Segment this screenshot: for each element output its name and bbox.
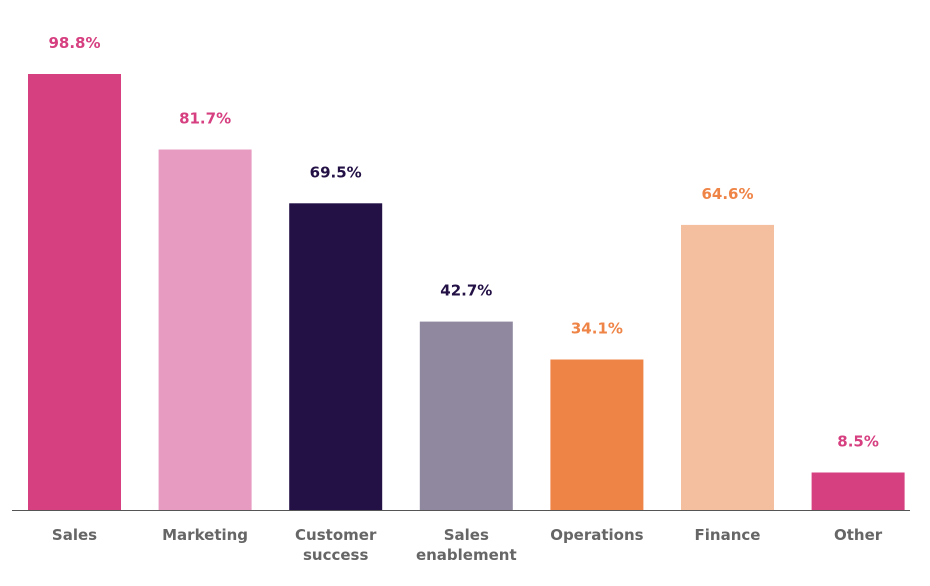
category-label-3-line-1: enablement xyxy=(416,546,517,564)
bar-3 xyxy=(419,321,513,510)
value-label-1: 81.7% xyxy=(179,110,231,128)
category-label-2-line-1: success xyxy=(303,546,368,564)
value-label-5: 64.6% xyxy=(701,185,753,203)
bar-4 xyxy=(550,359,644,510)
value-labels-group: 98.8% 81.7% 69.5% 42.7% 34.1% 64.6% 8.5% xyxy=(48,34,878,451)
value-label-6: 8.5% xyxy=(837,433,879,451)
category-label-1: Marketing xyxy=(162,526,248,544)
category-label-6: Other xyxy=(834,526,883,544)
category-label-0: Sales xyxy=(52,526,97,544)
bars-group xyxy=(28,74,905,511)
value-label-2: 69.5% xyxy=(310,163,362,181)
category-labels-group: Sales Marketing Customer success Sales enable… xyxy=(52,526,883,564)
bar-1 xyxy=(158,149,252,510)
bar-5 xyxy=(681,224,774,510)
value-label-0: 98.8% xyxy=(48,34,100,52)
value-label-3: 42.7% xyxy=(440,282,492,300)
bar-6 xyxy=(811,472,905,510)
category-label-5: Finance xyxy=(695,526,761,544)
category-label-2-line-0: Customer xyxy=(295,526,377,544)
bar-0 xyxy=(28,74,121,510)
bar-2 xyxy=(289,203,383,511)
category-label-3-line-0: Sales xyxy=(444,526,489,544)
category-label-4: Operations xyxy=(550,526,643,544)
value-label-4: 34.1% xyxy=(571,320,623,338)
